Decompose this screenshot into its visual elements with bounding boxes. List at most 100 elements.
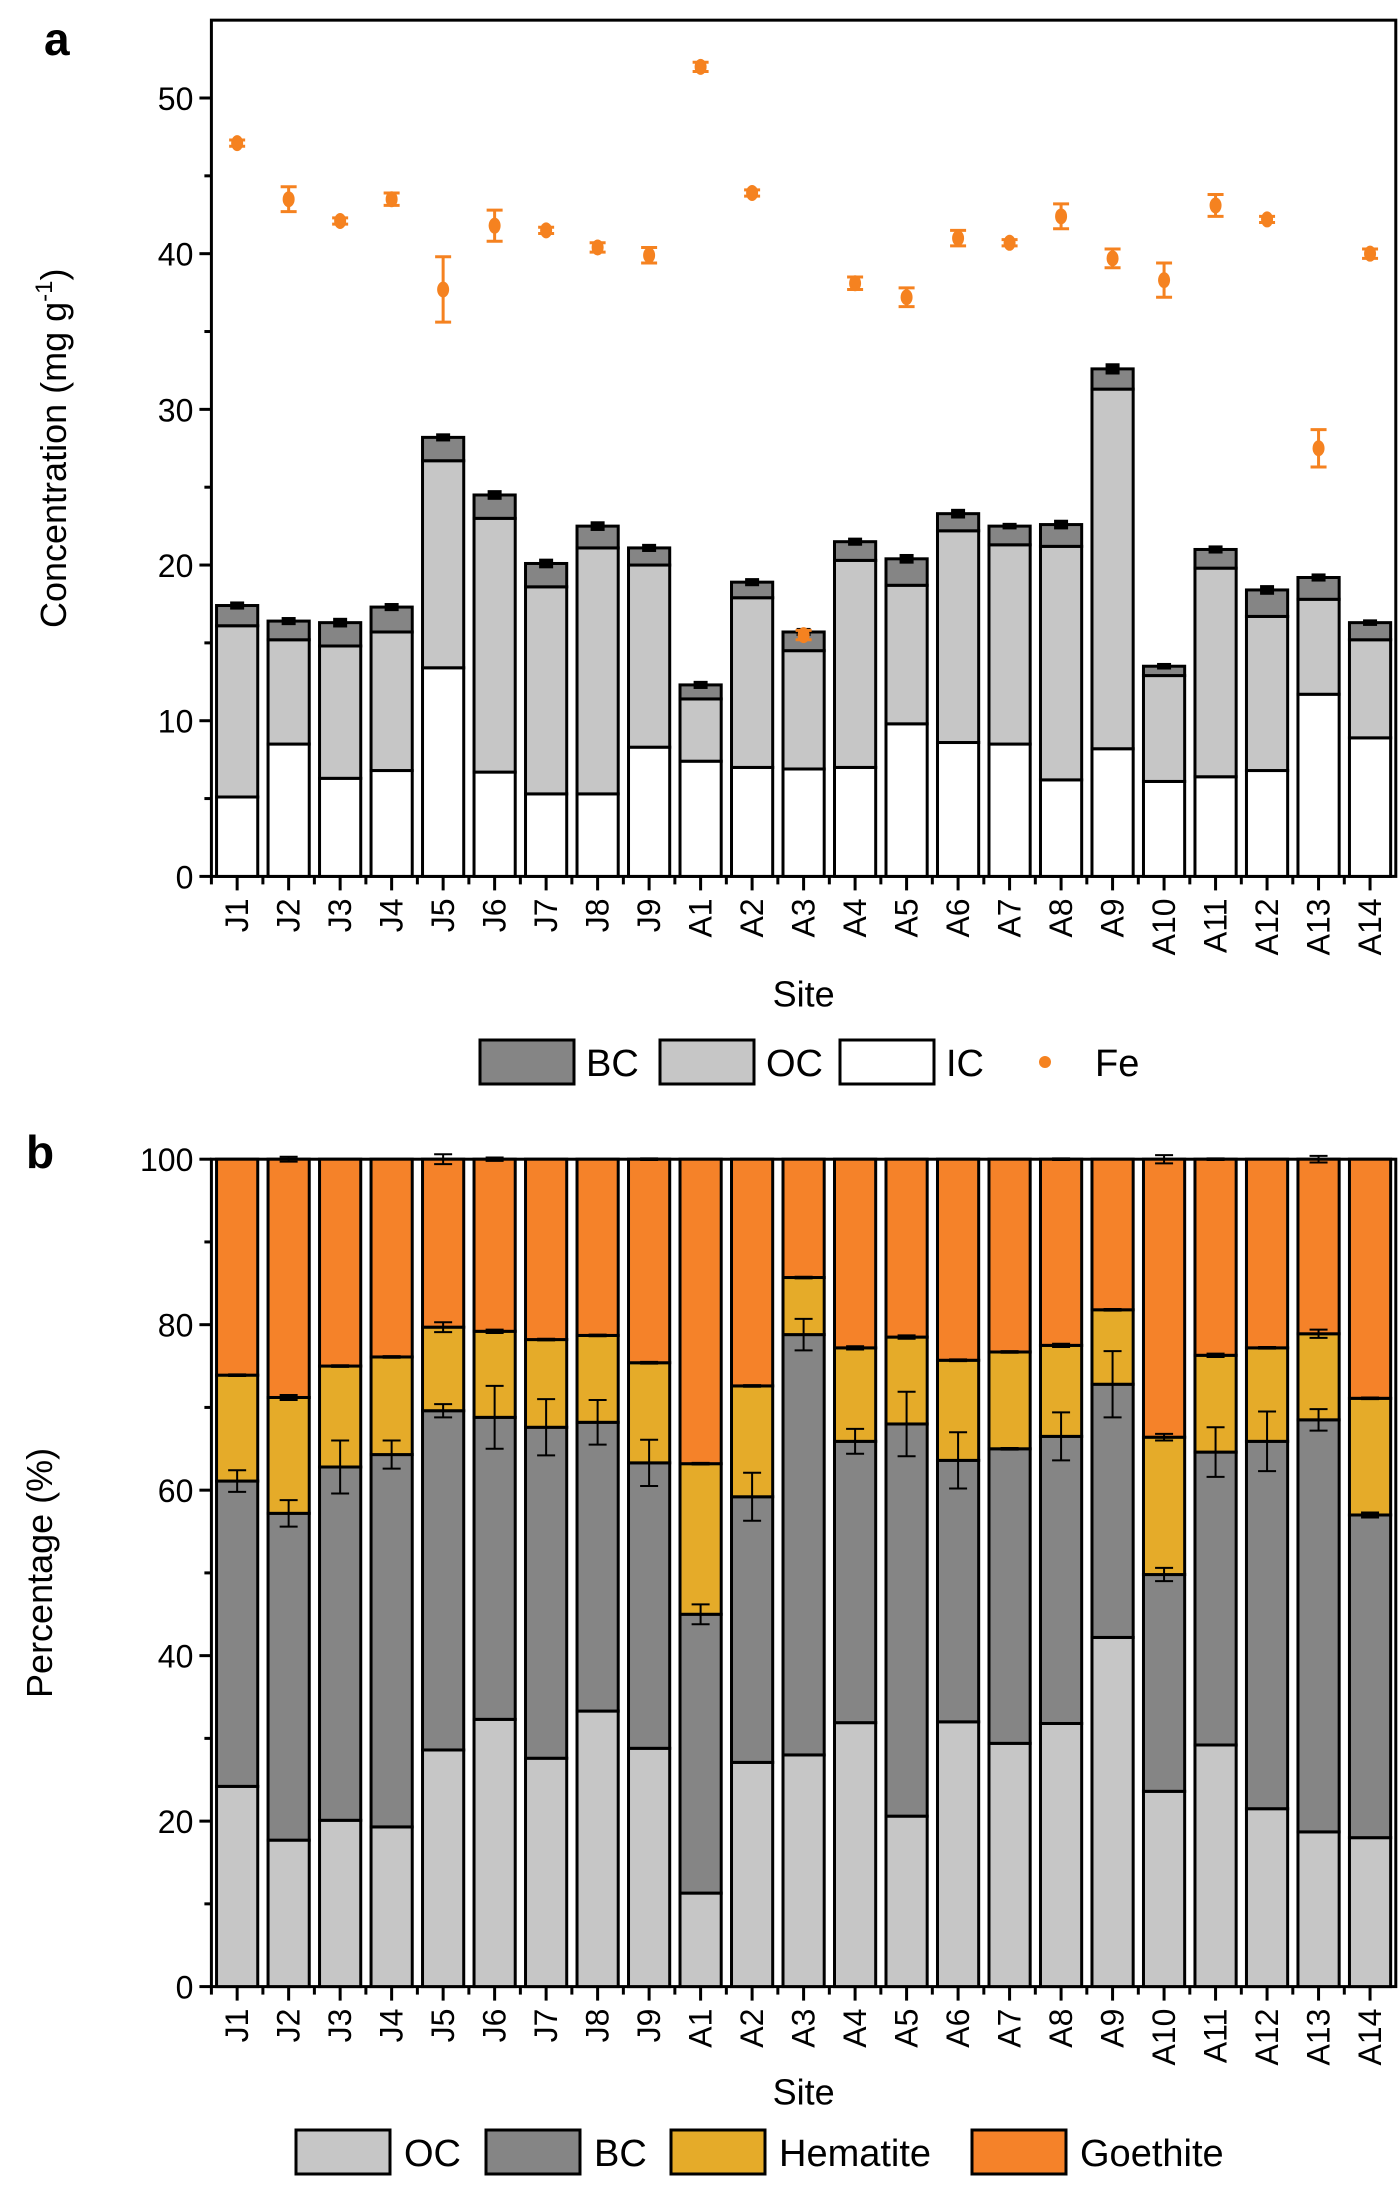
bar-bc — [627, 1461, 672, 1750]
legend-marker-fe — [1039, 1056, 1051, 1068]
x-tick-label: A14 — [1352, 898, 1388, 955]
bar-ic — [318, 776, 363, 878]
bar-ic — [781, 767, 826, 878]
bar-oc — [1347, 1836, 1393, 1989]
x-tick-label: J9 — [631, 898, 667, 932]
x-tick-label: A13 — [1301, 898, 1337, 955]
fe-point — [797, 627, 810, 644]
bar-oc — [1090, 1635, 1135, 1989]
bar-oc — [575, 1709, 620, 1989]
x-tick-label: A7 — [992, 2009, 1028, 2048]
y-tick-label: 60 — [158, 1473, 194, 1509]
y-axis-title: Percentage (%) — [19, 1448, 60, 1698]
y-tick-label: 40 — [158, 1639, 194, 1675]
bar-goethite — [1038, 1157, 1084, 1347]
bar-hematite — [832, 1346, 878, 1443]
x-tick-label: A6 — [940, 2009, 976, 2048]
panel-label-b: b — [26, 1126, 54, 1178]
bar-ic — [266, 742, 311, 878]
bar-oc — [1193, 1743, 1238, 1989]
fe-point — [1003, 234, 1016, 251]
bar-bc — [1347, 1513, 1393, 1840]
bar-goethite — [832, 1157, 878, 1350]
bar-goethite — [1090, 1157, 1135, 1312]
x-tick-label: J4 — [374, 898, 410, 932]
fe-point — [1055, 208, 1068, 225]
bar-ic — [369, 769, 414, 878]
y-tick-label: 20 — [158, 1804, 194, 1840]
bar-oc — [215, 1784, 260, 1989]
bar-bc — [832, 1439, 878, 1725]
bar-oc — [781, 649, 826, 771]
fe-point — [282, 191, 295, 208]
x-tick-label: J7 — [528, 2009, 564, 2043]
x-axis-title: Site — [773, 2072, 835, 2113]
fe-point — [540, 222, 553, 239]
y-axis-title: Concentration (mg g-1) — [31, 269, 74, 629]
bar-bc — [884, 1422, 929, 1818]
bar-ic — [1090, 747, 1135, 878]
x-tick-label: A3 — [786, 2009, 822, 2048]
x-tick-label: A10 — [1146, 2009, 1182, 2066]
bar-hematite — [987, 1350, 1032, 1451]
bar-oc — [472, 1717, 517, 1989]
bar-bc — [1038, 1434, 1084, 1725]
bar-bc — [884, 557, 929, 587]
x-tick-label: A8 — [1043, 2009, 1079, 2048]
y-tick-label: 80 — [158, 1308, 194, 1344]
bar-ic — [1347, 736, 1393, 878]
bar-ic — [575, 792, 620, 878]
fe-point — [1158, 272, 1171, 289]
x-tick-label: J1 — [219, 2009, 255, 2043]
bar-oc — [832, 1721, 878, 1989]
bar-goethite — [987, 1157, 1032, 1354]
bar-oc — [318, 644, 363, 780]
x-tick-label: J3 — [322, 2009, 358, 2043]
bar-bc — [421, 1409, 466, 1752]
fe-point — [1209, 197, 1222, 214]
x-tick-label: J5 — [425, 898, 461, 932]
bar-oc — [1296, 597, 1341, 696]
bar-oc — [1090, 387, 1135, 751]
bar-goethite — [1296, 1157, 1341, 1336]
fe-point — [900, 289, 913, 306]
bar-goethite — [1141, 1157, 1187, 1439]
x-tick-label: A5 — [889, 2009, 925, 2048]
fe-point — [334, 212, 347, 229]
bar-bc — [1244, 1439, 1290, 1811]
x-tick-label: J6 — [477, 2009, 513, 2043]
bar-oc — [1038, 544, 1084, 782]
bar-ic — [730, 765, 775, 878]
x-tick-label: A7 — [992, 898, 1028, 937]
bar-bc — [575, 1420, 620, 1713]
bar-goethite — [884, 1157, 929, 1339]
bar-ic — [215, 795, 260, 878]
x-tick-label: A2 — [734, 898, 770, 937]
x-tick-label: A12 — [1249, 2009, 1285, 2066]
bar-hematite — [781, 1276, 826, 1337]
bar-oc — [627, 563, 672, 749]
bar-goethite — [472, 1157, 517, 1333]
bar-bc — [369, 605, 414, 634]
bar-bc — [781, 1333, 826, 1757]
bar-bc — [987, 1447, 1032, 1745]
legend-label-oc: OC — [766, 1043, 823, 1085]
bar-bc — [1296, 1418, 1341, 1834]
legend-swatch-oc — [294, 2128, 392, 2176]
bar-ic — [1244, 769, 1290, 878]
bar-hematite — [1347, 1396, 1393, 1517]
bar-ic — [472, 770, 517, 878]
fe-point — [643, 247, 656, 264]
bar-goethite — [627, 1157, 672, 1365]
bar-oc — [884, 583, 929, 726]
bar-oc — [678, 1891, 723, 1989]
bar-oc — [266, 638, 311, 746]
legend-a — [478, 1038, 1051, 1086]
legend-swatch-goethite — [970, 2128, 1068, 2176]
x-tick-label: J7 — [528, 898, 564, 932]
bar-bc — [215, 1479, 260, 1788]
legend-swatch-ic — [838, 1038, 936, 1086]
bar-oc — [730, 1760, 775, 1989]
legend-label-oc: OC — [404, 2133, 461, 2175]
bar-oc — [678, 697, 723, 763]
